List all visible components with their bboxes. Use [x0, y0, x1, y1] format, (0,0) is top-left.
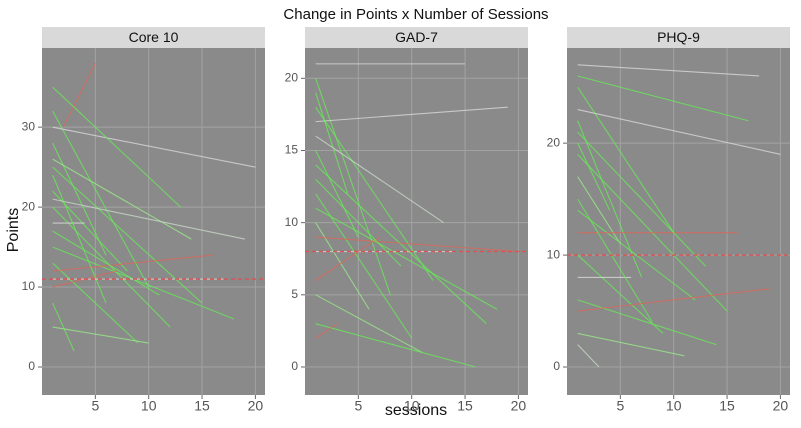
session-line [52, 198, 245, 240]
session-line [52, 326, 149, 344]
session-line [62, 62, 96, 128]
session-line [577, 75, 749, 122]
session-line [577, 254, 664, 334]
session-line [52, 206, 171, 328]
x-tick-label: 10 [404, 398, 420, 414]
x-axis-title: sessions [385, 402, 447, 419]
session-line [315, 178, 402, 267]
facet-title: Core 10 [129, 29, 179, 45]
session-line [52, 86, 182, 208]
session-line [315, 193, 413, 339]
session-line [315, 78, 391, 296]
chart-title: Change in Points x Number of Sessions [283, 6, 548, 23]
session-line [52, 246, 235, 320]
strip [42, 27, 265, 48]
session-line [577, 288, 770, 312]
session-line [315, 150, 359, 238]
y-tick-label: 10 [547, 247, 561, 261]
x-tick-label: 20 [511, 398, 527, 414]
session-line [52, 230, 160, 296]
session-line [52, 166, 203, 304]
y-tick-label: 0 [291, 359, 298, 373]
strip [305, 27, 528, 48]
x-tick-label: 15 [194, 398, 210, 414]
y-tick-label: 0 [28, 359, 35, 373]
session-line [577, 86, 675, 233]
session-line [577, 344, 600, 368]
session-line [577, 299, 717, 346]
y-tick-label: 20 [22, 199, 36, 213]
x-tick-label: 20 [248, 398, 264, 414]
x-tick-label: 5 [91, 398, 99, 414]
facet-title: GAD-7 [395, 29, 438, 45]
session-line [577, 131, 707, 267]
session-line [52, 302, 75, 352]
x-tick-label: 20 [773, 398, 789, 414]
x-tick-label: 15 [457, 398, 473, 414]
session-line [315, 222, 370, 310]
y-tick-label: 10 [285, 215, 299, 229]
session-line [315, 106, 508, 123]
y-tick-label: 30 [22, 119, 36, 133]
panel [305, 48, 528, 395]
session-line [315, 207, 498, 310]
panel [42, 48, 265, 395]
session-line [52, 158, 192, 240]
y-tick-label: 0 [553, 359, 560, 373]
session-line [315, 164, 487, 325]
y-tick-label: 20 [547, 135, 561, 149]
x-tick-label: 15 [719, 398, 735, 414]
y-tick-label: 5 [291, 287, 298, 301]
x-tick-label: 10 [666, 398, 682, 414]
strip [567, 27, 790, 48]
y-tick-label: 15 [285, 143, 299, 157]
session-line [577, 209, 696, 301]
y-tick-label: 10 [22, 279, 36, 293]
session-line [577, 142, 611, 211]
session-line [577, 109, 781, 155]
session-line [315, 323, 476, 368]
facet-title: PHQ-9 [657, 29, 700, 45]
y-axis-title: Points [5, 208, 22, 252]
session-line [315, 135, 445, 224]
session-line [52, 262, 139, 344]
session-line [577, 332, 685, 357]
session-line [315, 323, 338, 339]
session-line [315, 236, 519, 253]
x-tick-label: 10 [141, 398, 157, 414]
session-line [52, 174, 107, 304]
session-line [577, 64, 760, 77]
session-line [577, 198, 653, 323]
session-line [52, 142, 107, 256]
session-line [315, 294, 423, 354]
y-tick-label: 20 [285, 70, 299, 84]
panel [567, 48, 790, 395]
session-line [52, 126, 256, 168]
session-line [315, 236, 380, 281]
session-line [315, 92, 349, 194]
session-line [52, 110, 150, 288]
session-line [52, 254, 213, 272]
x-tick-label: 5 [354, 398, 362, 414]
x-tick-label: 5 [616, 398, 624, 414]
